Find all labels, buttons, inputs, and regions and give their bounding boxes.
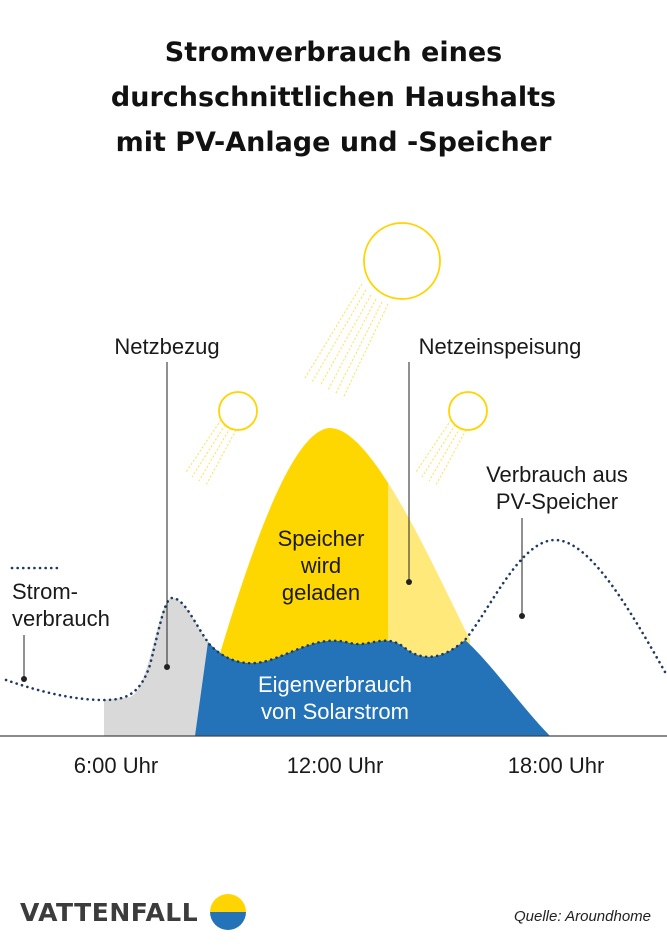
label-eigen-1: Eigenverbrauch [258,672,412,697]
sun-icon [218,391,258,431]
label-speicher-3: geladen [282,580,360,605]
label-netzbezug: Netzbezug [114,334,219,359]
speicher-marker [519,613,525,619]
stromverbrauch-marker [21,676,27,682]
x-tick-18: 18:00 Uhr [508,753,605,778]
label-verbrauch-speicher-1: Verbrauch aus [486,462,628,487]
sun-icon [448,391,488,431]
sun-rays [185,283,467,486]
label-speicher-2: wird [300,553,341,578]
x-tick-6: 6:00 Uhr [74,753,158,778]
netzbezug-marker [164,664,170,670]
label-eigen-2: von Solarstrom [261,699,409,724]
brand-logo: VATTENFALL [20,892,248,932]
title-line-1: Stromverbrauch eines [164,37,503,68]
label-speicher-1: Speicher [278,526,365,551]
source-note: Quelle: Aroundhome [513,908,651,925]
self-consumption-area [195,640,550,736]
vattenfall-logo-icon [210,894,247,930]
label-netzeinspeisung: Netzeinspeisung [419,334,582,359]
title-line-2: durchschnittlichen Haushalts [110,82,557,113]
grid-draw-area [104,598,215,736]
netzeinspeisung-marker [406,579,412,585]
title-line-3: mit PV-Anlage und -Speicher [115,127,552,158]
sun-icon [363,222,441,300]
chart-title: Stromverbrauch eines durchschnittlichen … [0,30,667,165]
label-verbrauch-speicher-2: PV-Speicher [496,489,618,514]
label-stromverbrauch-1: Strom- [12,579,78,604]
consumption-curve [4,538,667,702]
x-tick-12: 12:00 Uhr [287,753,384,778]
label-stromverbrauch-2: verbrauch [12,606,110,631]
brand-wordmark: VATTENFALL [20,897,199,927]
